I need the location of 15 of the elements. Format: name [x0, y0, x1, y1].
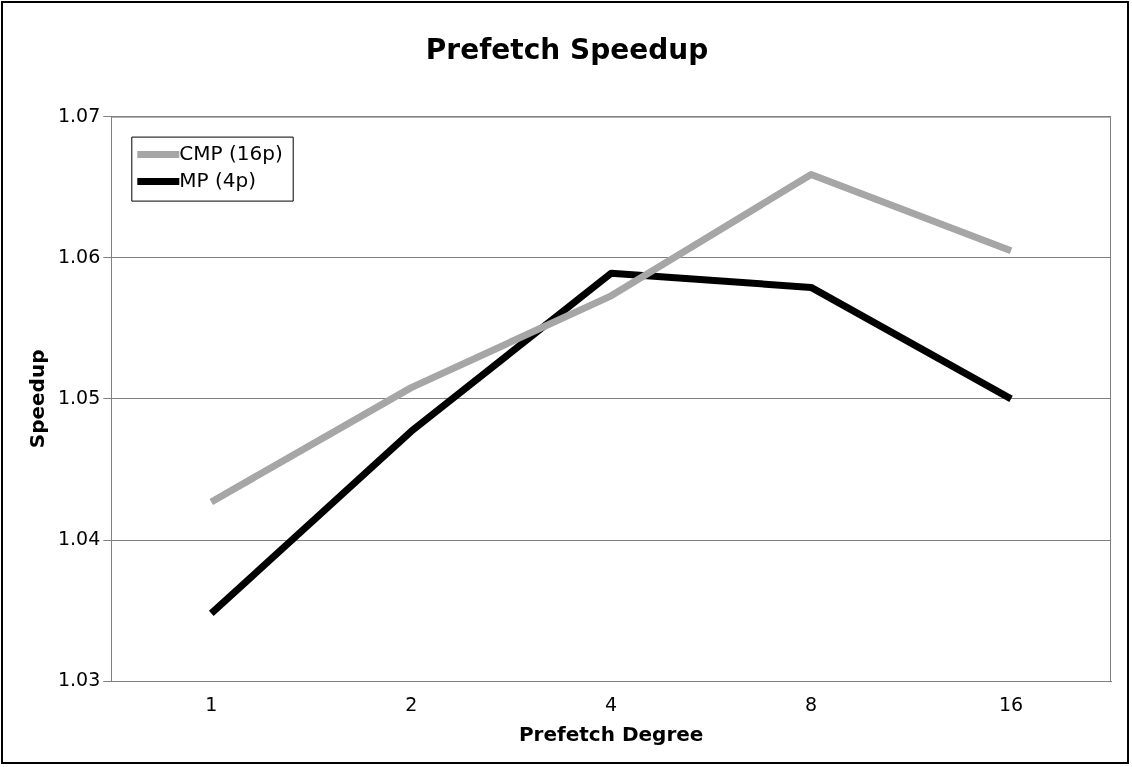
y-tick-label: 1.03 — [57, 668, 101, 691]
x-tick-label: 4 — [605, 692, 618, 715]
y-tick-label: 1.04 — [57, 526, 101, 549]
x-tick-label: 16 — [998, 692, 1024, 715]
x-axis-title: Prefetch Degree — [518, 722, 704, 747]
y-tick-label: 1.05 — [57, 385, 101, 408]
y-tick-label: 1.07 — [57, 103, 101, 126]
chart-title: Prefetch Speedup — [425, 33, 709, 67]
legend-label: MP (4p) — [179, 167, 257, 192]
x-tick-label: 2 — [405, 692, 418, 715]
x-tick-label: 8 — [805, 692, 818, 715]
y-axis-title: Speedup — [25, 349, 50, 449]
y-tick-label: 1.06 — [57, 244, 101, 267]
legend-label: CMP (16p) — [179, 140, 283, 165]
x-tick-label: 1 — [205, 692, 218, 715]
